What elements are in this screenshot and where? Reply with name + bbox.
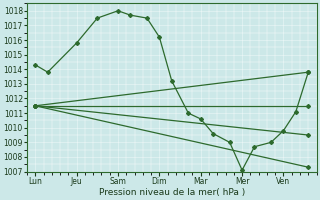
X-axis label: Pression niveau de la mer( hPa ): Pression niveau de la mer( hPa ) — [99, 188, 245, 197]
